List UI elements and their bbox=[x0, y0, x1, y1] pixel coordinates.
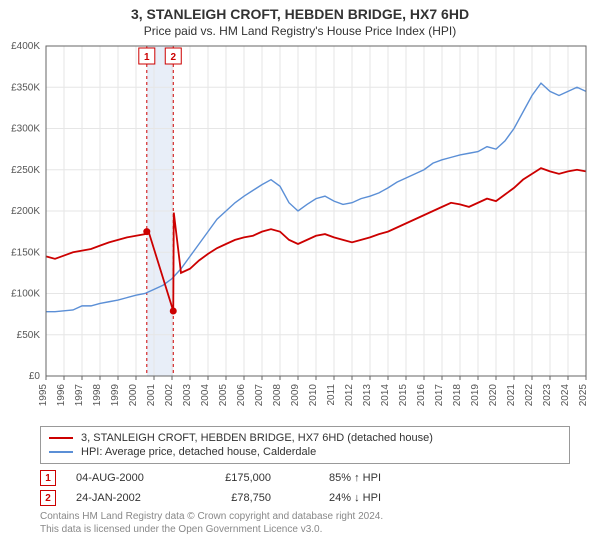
svg-text:2007: 2007 bbox=[254, 384, 265, 407]
svg-text:2024: 2024 bbox=[560, 384, 571, 407]
svg-text:£250K: £250K bbox=[11, 165, 40, 176]
svg-text:£200K: £200K bbox=[11, 206, 40, 217]
legend-label: HPI: Average price, detached house, Cald… bbox=[81, 446, 316, 458]
svg-text:£0: £0 bbox=[29, 371, 41, 382]
svg-text:2013: 2013 bbox=[362, 384, 373, 407]
svg-text:2019: 2019 bbox=[470, 384, 481, 407]
annotation-price: £175,000 bbox=[191, 472, 271, 484]
svg-text:2015: 2015 bbox=[398, 384, 409, 407]
annotation-price: £78,750 bbox=[191, 492, 271, 504]
page-title: 3, STANLEIGH CROFT, HEBDEN BRIDGE, HX7 6… bbox=[10, 6, 590, 22]
svg-text:2010: 2010 bbox=[308, 384, 319, 407]
svg-text:2011: 2011 bbox=[326, 384, 337, 406]
svg-text:2017: 2017 bbox=[434, 384, 445, 407]
annotation-date: 04-AUG-2000 bbox=[76, 472, 171, 484]
svg-text:2018: 2018 bbox=[452, 384, 463, 407]
annotation-row: 2 24-JAN-2002 £78,750 24% ↓ HPI bbox=[40, 488, 570, 508]
svg-text:1998: 1998 bbox=[92, 384, 103, 407]
svg-text:2002: 2002 bbox=[164, 384, 175, 407]
legend-swatch bbox=[49, 451, 73, 453]
legend-item: 3, STANLEIGH CROFT, HEBDEN BRIDGE, HX7 6… bbox=[49, 431, 561, 445]
svg-text:2009: 2009 bbox=[290, 384, 301, 407]
svg-text:£300K: £300K bbox=[11, 124, 40, 135]
footer: Contains HM Land Registry data © Crown c… bbox=[40, 510, 570, 536]
price-chart: £0 £50K £100K £150K £200K £250K £300K £350K £400… bbox=[0, 40, 600, 420]
svg-text:2004: 2004 bbox=[200, 384, 211, 407]
svg-text:1996: 1996 bbox=[56, 384, 67, 407]
svg-text:£400K: £400K bbox=[11, 41, 40, 52]
annotation-date: 24-JAN-2002 bbox=[76, 492, 171, 504]
svg-text:2022: 2022 bbox=[524, 384, 535, 407]
svg-text:2005: 2005 bbox=[218, 384, 229, 407]
legend-item: HPI: Average price, detached house, Cald… bbox=[49, 445, 561, 459]
svg-text:2: 2 bbox=[170, 52, 176, 63]
svg-text:1995: 1995 bbox=[38, 384, 49, 407]
legend-label: 3, STANLEIGH CROFT, HEBDEN BRIDGE, HX7 6… bbox=[81, 432, 433, 444]
svg-text:2016: 2016 bbox=[416, 384, 427, 407]
svg-text:2025: 2025 bbox=[578, 384, 589, 407]
svg-text:2014: 2014 bbox=[380, 384, 391, 407]
svg-text:2021: 2021 bbox=[506, 384, 517, 407]
svg-text:2000: 2000 bbox=[128, 384, 139, 407]
annotation-delta: 24% ↓ HPI bbox=[291, 492, 381, 504]
footer-line: This data is licensed under the Open Gov… bbox=[40, 523, 570, 536]
svg-text:£100K: £100K bbox=[11, 289, 40, 300]
svg-text:2023: 2023 bbox=[542, 384, 553, 407]
annotation-badge: 1 bbox=[40, 470, 56, 486]
chart-svg: £0 £50K £100K £150K £200K £250K £300K £350K £400… bbox=[0, 40, 600, 420]
svg-text:2008: 2008 bbox=[272, 384, 283, 407]
svg-text:1999: 1999 bbox=[110, 384, 121, 407]
annotation-delta: 85% ↑ HPI bbox=[291, 472, 381, 484]
sale-annotations: 1 04-AUG-2000 £175,000 85% ↑ HPI 2 24-JA… bbox=[40, 468, 570, 508]
svg-text:1997: 1997 bbox=[74, 384, 85, 407]
svg-text:1: 1 bbox=[144, 52, 150, 63]
svg-text:2001: 2001 bbox=[146, 384, 157, 407]
svg-text:2020: 2020 bbox=[488, 384, 499, 407]
svg-text:£150K: £150K bbox=[11, 247, 40, 258]
svg-text:£50K: £50K bbox=[17, 330, 41, 341]
svg-text:2012: 2012 bbox=[344, 384, 355, 407]
annotation-row: 1 04-AUG-2000 £175,000 85% ↑ HPI bbox=[40, 468, 570, 488]
annotation-badge: 2 bbox=[40, 490, 56, 506]
footer-line: Contains HM Land Registry data © Crown c… bbox=[40, 510, 570, 523]
page-subtitle: Price paid vs. HM Land Registry's House … bbox=[10, 24, 590, 38]
legend: 3, STANLEIGH CROFT, HEBDEN BRIDGE, HX7 6… bbox=[40, 426, 570, 464]
svg-text:2006: 2006 bbox=[236, 384, 247, 407]
legend-swatch bbox=[49, 437, 73, 439]
svg-text:2003: 2003 bbox=[182, 384, 193, 407]
svg-text:£350K: £350K bbox=[11, 82, 40, 93]
